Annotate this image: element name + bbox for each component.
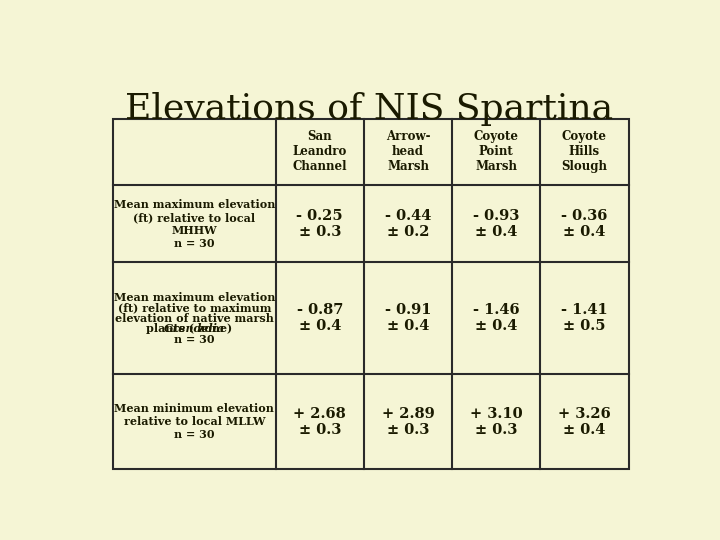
Text: + 2.68
± 0.3: + 2.68 ± 0.3 xyxy=(293,407,346,437)
Text: elevation of native marsh: elevation of native marsh xyxy=(115,313,274,324)
Text: Mean minimum elevation
relative to local MLLW
n = 30: Mean minimum elevation relative to local… xyxy=(114,403,274,440)
Text: Elevations of NIS Spartina: Elevations of NIS Spartina xyxy=(125,92,613,126)
Text: - 0.25
± 0.3: - 0.25 ± 0.3 xyxy=(297,208,343,239)
Text: Mean maximum elevation
(ft) relative to local
MHHW
n = 30: Mean maximum elevation (ft) relative to … xyxy=(114,199,275,248)
Text: + 3.10
± 0.3: + 3.10 ± 0.3 xyxy=(470,407,523,437)
Text: - 0.44
± 0.2: - 0.44 ± 0.2 xyxy=(384,208,431,239)
Text: Mean maximum elevation: Mean maximum elevation xyxy=(114,292,275,303)
Text: - 0.93
± 0.4: - 0.93 ± 0.4 xyxy=(473,208,519,239)
Text: - 1.41
± 0.5: - 1.41 ± 0.5 xyxy=(561,303,608,334)
Text: + 2.89
± 0.3: + 2.89 ± 0.3 xyxy=(382,407,434,437)
Text: + 3.26
± 0.4: + 3.26 ± 0.4 xyxy=(558,407,611,437)
Text: - 0.87
± 0.4: - 0.87 ± 0.4 xyxy=(297,303,343,334)
Text: plants (: plants ( xyxy=(146,323,194,334)
Text: (ft) relative to maximum: (ft) relative to maximum xyxy=(117,302,271,314)
Text: Arrow-
head
Marsh: Arrow- head Marsh xyxy=(386,131,431,173)
Bar xyxy=(113,119,629,469)
Text: - 1.46
± 0.4: - 1.46 ± 0.4 xyxy=(473,303,520,334)
Text: Grendelia: Grendelia xyxy=(163,323,225,334)
Text: Coyote
Hills
Slough: Coyote Hills Slough xyxy=(562,131,608,173)
Text: - 0.36
± 0.4: - 0.36 ± 0.4 xyxy=(562,208,608,239)
Text: zone): zone) xyxy=(194,323,233,334)
Text: n = 30: n = 30 xyxy=(174,334,215,345)
Text: Coyote
Point
Marsh: Coyote Point Marsh xyxy=(474,131,518,173)
Text: - 0.91
± 0.4: - 0.91 ± 0.4 xyxy=(384,303,431,334)
Text: San
Leandro
Channel: San Leandro Channel xyxy=(292,131,347,173)
